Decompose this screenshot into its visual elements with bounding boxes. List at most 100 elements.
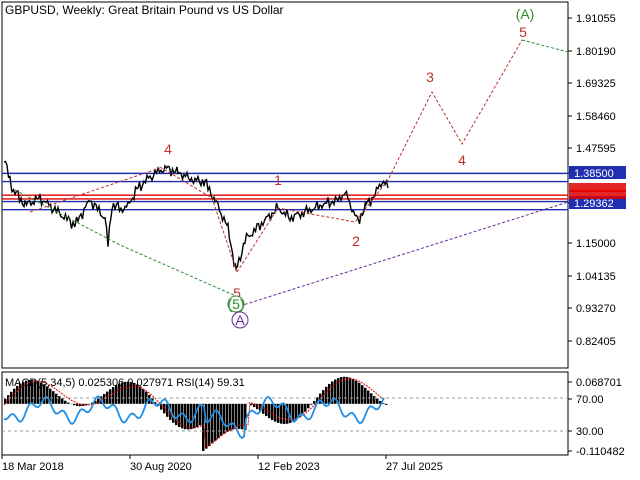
macd-histogram-bar: [349, 377, 352, 404]
macd-histogram-bar: [91, 402, 94, 404]
macd-histogram-bar: [373, 396, 376, 404]
y-tick-label: 1.58460: [576, 111, 616, 123]
macd-histogram-bar: [253, 403, 256, 408]
macd-histogram-bar: [241, 403, 244, 430]
wave-label: 5: [519, 24, 527, 40]
macd-histogram-bar: [4, 398, 7, 404]
price-label: 1.38500: [574, 168, 614, 180]
macd-histogram-bar: [79, 403, 82, 407]
macd-histogram-bar: [364, 387, 367, 404]
x-tick-label: 30 Aug 2020: [130, 461, 192, 473]
wave-label: 3: [426, 69, 434, 85]
macd-histogram-bar: [130, 382, 133, 404]
macd-histogram-bar: [334, 379, 337, 404]
y-tick-label: 1.04135: [576, 271, 616, 283]
macd-histogram-bar: [229, 403, 232, 431]
macd-histogram-bar: [43, 384, 46, 404]
macd-histogram-bar: [307, 403, 310, 409]
indicator-tick-label: -0.110482: [576, 446, 625, 458]
macd-histogram-bar: [52, 391, 55, 404]
macd-histogram-bar: [301, 403, 304, 415]
macd-histogram-bar: [127, 381, 130, 404]
indicator-tick-label: 30.00: [576, 426, 604, 438]
macd-histogram-bar: [274, 403, 277, 422]
macd-histogram-bar: [28, 379, 31, 404]
macd-histogram-bar: [58, 396, 61, 404]
macd-histogram-bar: [55, 393, 58, 404]
macd-histogram-bar: [214, 403, 217, 441]
macd-histogram-bar: [139, 386, 142, 404]
macd-histogram-bar: [319, 393, 322, 404]
macd-histogram-bar: [277, 403, 280, 423]
macd-histogram-bar: [133, 382, 136, 404]
macd-histogram-bar: [331, 381, 334, 404]
macd-histogram-bar: [10, 391, 13, 404]
indicator-title: MACD(5,34,5) 0.025306 0.027971 RSI(14) 5…: [5, 377, 245, 389]
macd-histogram-bar: [268, 403, 271, 419]
macd-histogram-bar: [40, 382, 43, 404]
macd-histogram-bar: [46, 386, 49, 404]
macd-histogram-bar: [118, 383, 121, 404]
macd-histogram-bar: [226, 403, 229, 432]
macd-histogram-bar: [376, 398, 379, 404]
x-tick-label: 18 Mar 2018: [2, 461, 64, 473]
macd-histogram-bar: [355, 380, 358, 404]
wave-label: 4: [164, 141, 172, 157]
macd-histogram-bar: [115, 385, 118, 404]
macd-histogram-bar: [13, 388, 16, 404]
rsi-line: [3, 395, 385, 440]
wave-label: 2: [352, 233, 360, 249]
wave-red-upper-line: [29, 167, 161, 213]
macd-histogram-bar: [49, 388, 52, 404]
macd-histogram-bar: [283, 403, 286, 424]
wave-label: 1: [274, 172, 282, 188]
wave-label: 4: [458, 152, 466, 168]
y-tick-label: 0.82405: [576, 336, 616, 348]
y-tick-label: 1.15000: [576, 238, 616, 250]
macd-histogram-bar: [250, 403, 253, 406]
y-tick-label: 1.69325: [576, 78, 616, 90]
macd-histogram-bar: [340, 377, 343, 404]
macd-histogram-bar: [124, 381, 127, 404]
macd-histogram-bar: [64, 400, 67, 404]
macd-histogram-bar: [121, 382, 124, 404]
macd-histogram-bar: [292, 403, 295, 422]
macd-histogram-bar: [97, 398, 100, 404]
macd-histogram-bar: [223, 403, 226, 434]
macd-histogram-bar: [163, 403, 166, 414]
x-tick-label: 12 Feb 2023: [258, 461, 320, 473]
price-label: 1.29362: [574, 198, 614, 210]
main-pane-frame: [1, 1, 569, 369]
macd-histogram-bar: [298, 403, 301, 418]
macd-histogram-bar: [295, 403, 298, 420]
indicator-pane-frame: [1, 371, 569, 456]
macd-histogram-bar: [316, 397, 319, 404]
macd-histogram-bar: [22, 381, 25, 404]
macd-histogram-bar: [109, 389, 112, 404]
macd-histogram-bar: [232, 403, 235, 430]
macd-histogram-bar: [352, 378, 355, 404]
macd-histogram-bar: [106, 391, 109, 404]
macd-histogram-bar: [154, 402, 157, 404]
macd-histogram-bar: [238, 403, 241, 429]
macd-histogram-bar: [211, 403, 214, 444]
macd-histogram-bar: [142, 388, 145, 404]
macd-histogram-bar: [103, 393, 106, 404]
macd-histogram-bar: [67, 402, 70, 404]
macd-histogram-bar: [370, 393, 373, 404]
macd-histogram-bar: [322, 390, 325, 404]
macd-histogram-bar: [136, 384, 139, 404]
price-label-box: [569, 196, 626, 209]
indicator-tick-label: 0.068701: [576, 377, 622, 389]
macd-histogram-bar: [199, 403, 202, 426]
macd-histogram-bar: [112, 387, 115, 404]
y-tick-label: 1.91055: [576, 13, 616, 25]
macd-histogram-bar: [385, 403, 388, 405]
macd-histogram-bar: [73, 403, 76, 406]
wave-green-projection-line: [521, 39, 569, 53]
chart-title: GBPUSD, Weekly: Great Britain Pound vs U…: [5, 3, 284, 17]
macd-histogram-bar: [367, 390, 370, 404]
macd-histogram-bar: [244, 403, 247, 431]
macd-histogram-bar: [379, 401, 382, 404]
